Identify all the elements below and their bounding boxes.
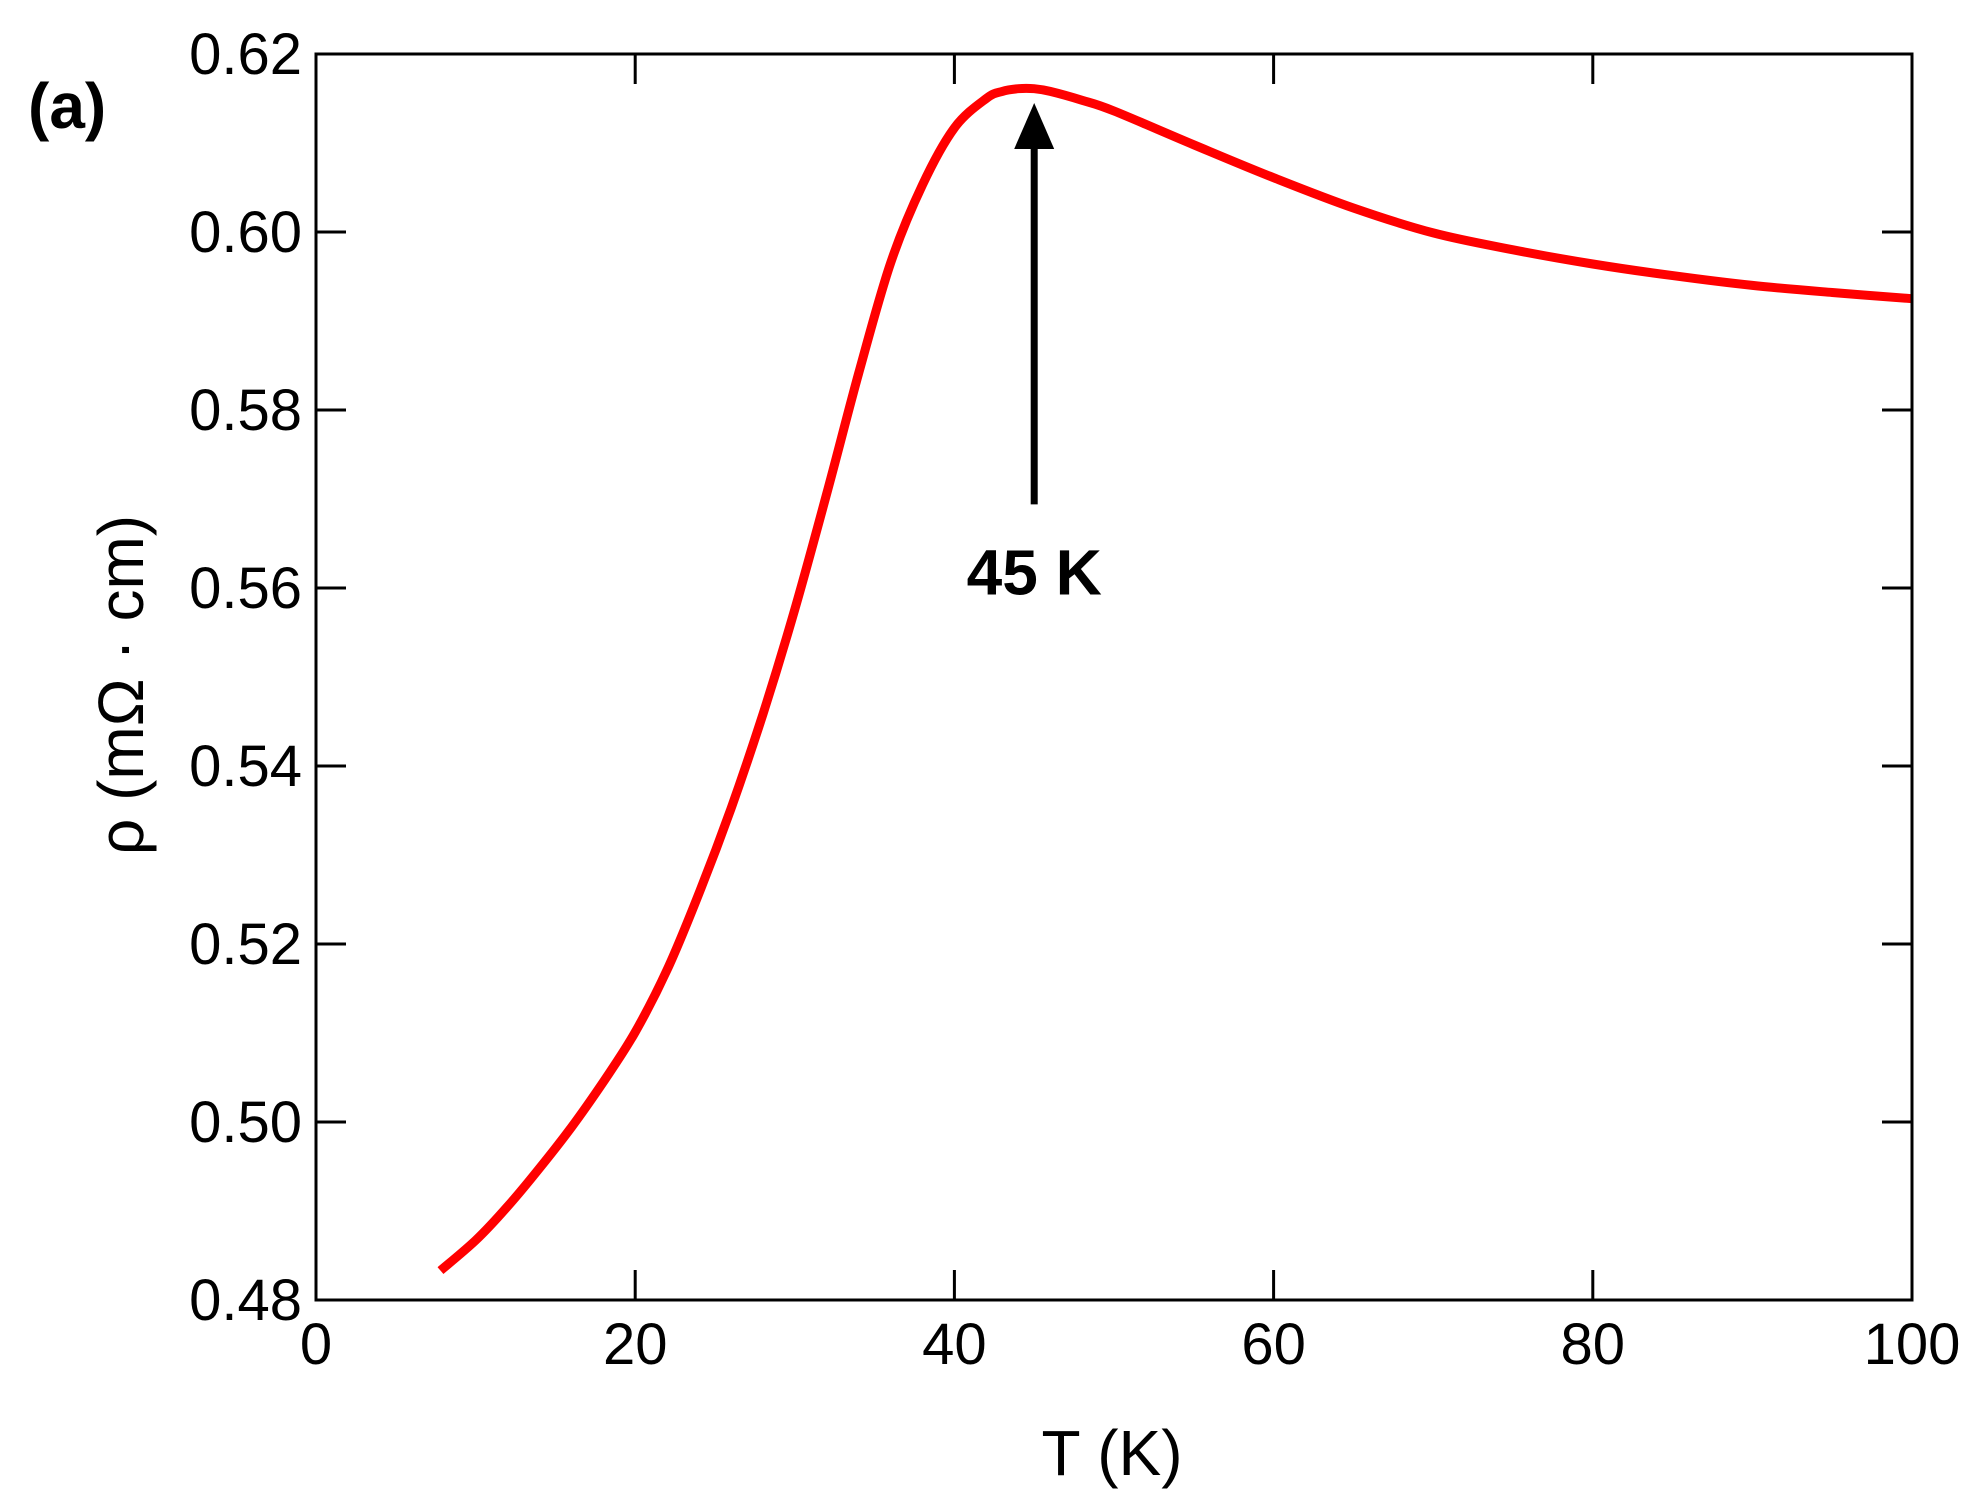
y-tick-label: 0.48 bbox=[189, 1268, 302, 1333]
y-tick-label: 0.58 bbox=[189, 378, 302, 443]
tick-labels-layer: 0 20 40 60 80 100 0.48 0.50 0.52 0.54 0.56 0.58 0.60… bbox=[189, 22, 1960, 1377]
x-axis-label: T (K) bbox=[1041, 1417, 1182, 1489]
x-tick-label: 80 bbox=[1561, 1312, 1626, 1377]
annotation: 45 K bbox=[967, 102, 1102, 608]
annotation-label: 45 K bbox=[967, 536, 1102, 608]
y-tick-label: 0.54 bbox=[189, 734, 302, 799]
ticks-layer bbox=[314, 52, 1914, 1302]
y-tick-label: 0.50 bbox=[189, 1090, 302, 1155]
y-tick-label: 0.60 bbox=[189, 200, 302, 265]
series-line bbox=[437, 83, 1913, 1275]
x-tick-label: 60 bbox=[1241, 1312, 1306, 1377]
y-tick-label: 0.52 bbox=[189, 912, 302, 977]
y-tick-label: 0.56 bbox=[189, 556, 302, 621]
x-tick-label: 40 bbox=[922, 1312, 987, 1377]
x-tick-label: 20 bbox=[603, 1312, 668, 1377]
x-tick-label: 100 bbox=[1864, 1312, 1961, 1377]
y-axis-label: ρ (mΩ · cm) bbox=[85, 515, 157, 855]
y-tick-label: 0.62 bbox=[189, 22, 302, 87]
panel-label: (a) bbox=[28, 70, 106, 142]
plot-frame bbox=[314, 52, 1914, 1302]
x-tick-label: 0 bbox=[300, 1312, 332, 1377]
annotation-arrow-head bbox=[1014, 102, 1055, 149]
